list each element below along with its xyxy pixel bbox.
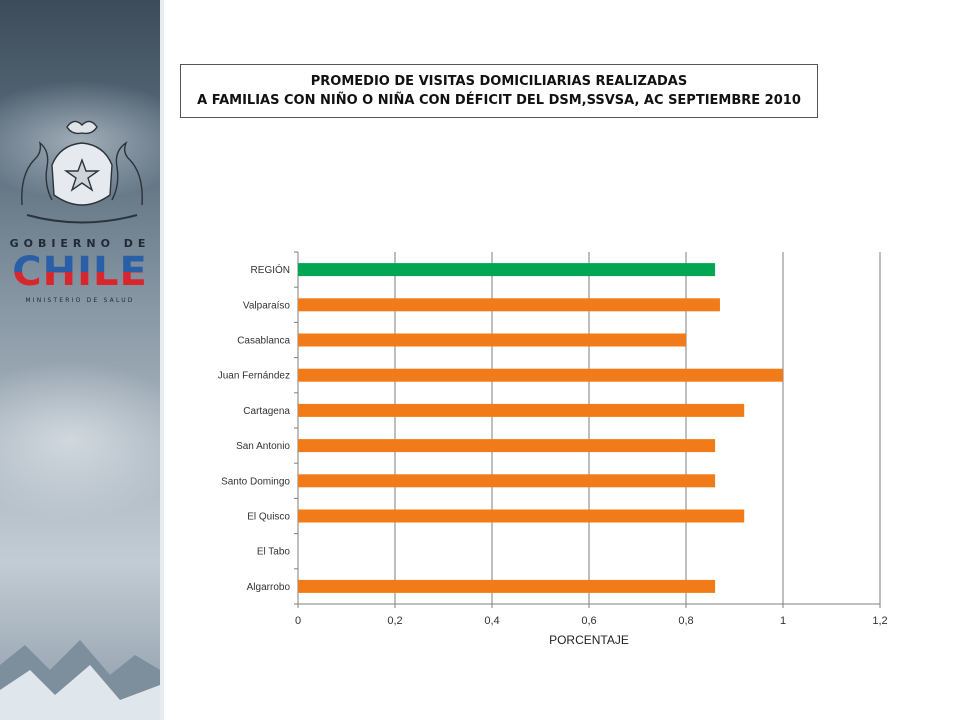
bar	[298, 333, 686, 347]
sidebar-background	[0, 0, 160, 720]
category-label: REGIÓN	[251, 263, 290, 276]
bar	[298, 439, 716, 453]
category-label: Santo Domingo	[221, 476, 290, 487]
bar	[298, 368, 783, 382]
bar	[298, 298, 720, 312]
category-label: San Antonio	[236, 441, 290, 452]
bar	[298, 263, 716, 277]
chart-title-box: PROMEDIO DE VISITAS DOMICILIARIAS REALIZ…	[180, 64, 818, 118]
sidebar-edge	[160, 0, 164, 720]
category-label: Valparaíso	[243, 300, 291, 311]
category-label: Juan Fernández	[218, 371, 290, 382]
chile-logo-text: CHILE	[0, 250, 160, 294]
x-tick-label: 0,8	[678, 615, 693, 627]
category-label: El Quisco	[247, 512, 290, 523]
bar	[298, 509, 745, 523]
bar	[298, 579, 716, 593]
category-label: Casablanca	[237, 336, 290, 347]
title-line-2: A FAMILIAS CON NIÑO O NIÑA CON DÉFICIT D…	[197, 93, 801, 108]
bar	[298, 474, 716, 488]
x-tick-label: 0,2	[387, 615, 402, 627]
x-tick-label: 0,6	[581, 615, 596, 627]
x-tick-label: 0	[295, 615, 301, 627]
title-line-1: PROMEDIO DE VISITAS DOMICILIARIAS REALIZ…	[310, 74, 688, 89]
category-label: Algarrobo	[247, 582, 291, 593]
mountain-decoration	[0, 640, 160, 720]
bar	[298, 403, 745, 417]
gobierno-de-text: GOBIERNO DE	[9, 237, 151, 250]
ministerio-text: MINISTERIO DE SALUD	[25, 297, 135, 304]
cloud-decoration	[0, 360, 160, 520]
coat-of-arms-logo	[21, 120, 143, 224]
x-tick-label: 1,2	[872, 615, 887, 627]
x-axis-title: PORCENTAJE	[549, 633, 629, 647]
category-label: El Tabo	[257, 547, 291, 558]
category-label: Cartagena	[243, 406, 290, 417]
x-tick-label: 1	[780, 615, 786, 627]
x-tick-label: 0,4	[484, 615, 499, 627]
